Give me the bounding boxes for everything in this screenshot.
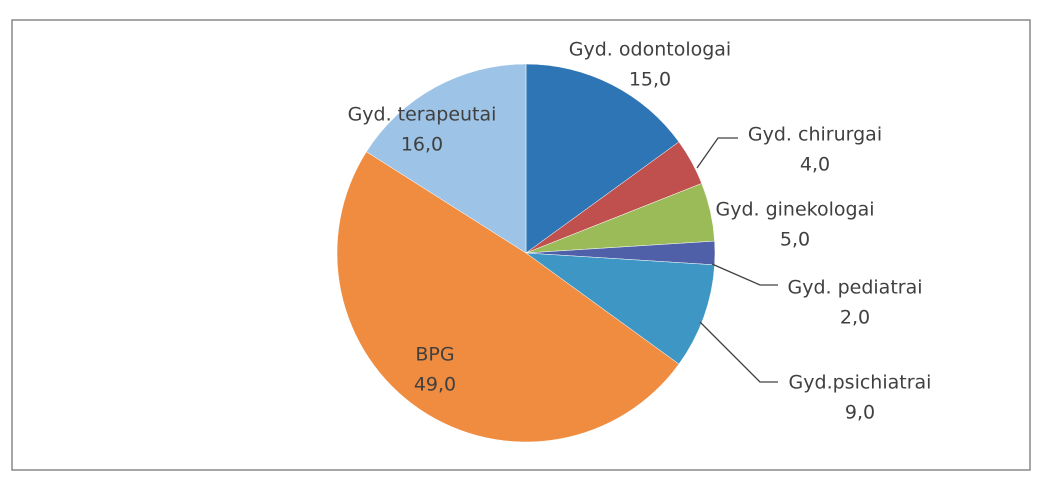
slice-label: BPG — [415, 344, 454, 366]
leader-line — [711, 263, 778, 286]
slice-label: Gyd. terapeutai — [348, 104, 497, 126]
slice-value: 9,0 — [845, 402, 875, 424]
slice-label: Gyd. chirurgai — [748, 124, 882, 146]
pie-slice — [336, 151, 680, 443]
pie-slice — [525, 63, 680, 254]
pie — [336, 63, 716, 443]
slice-value: 4,0 — [800, 154, 830, 176]
pie-slice — [366, 63, 527, 254]
pie-slice — [525, 252, 715, 365]
leader-line — [696, 137, 738, 169]
slice-label: Gyd. pediatrai — [787, 277, 922, 299]
slice-label: Gyd.psichiatrai — [789, 372, 932, 394]
slice-value: 16,0 — [401, 134, 443, 156]
slice-label: Gyd. ginekologai — [715, 199, 874, 221]
slice-value: 2,0 — [840, 307, 870, 329]
slice-value: 5,0 — [780, 229, 810, 251]
slice-value: 15,0 — [629, 69, 671, 91]
slice-value: 49,0 — [414, 374, 456, 396]
leader-line — [699, 321, 778, 383]
slice-label: Gyd. odontologai — [569, 39, 731, 61]
